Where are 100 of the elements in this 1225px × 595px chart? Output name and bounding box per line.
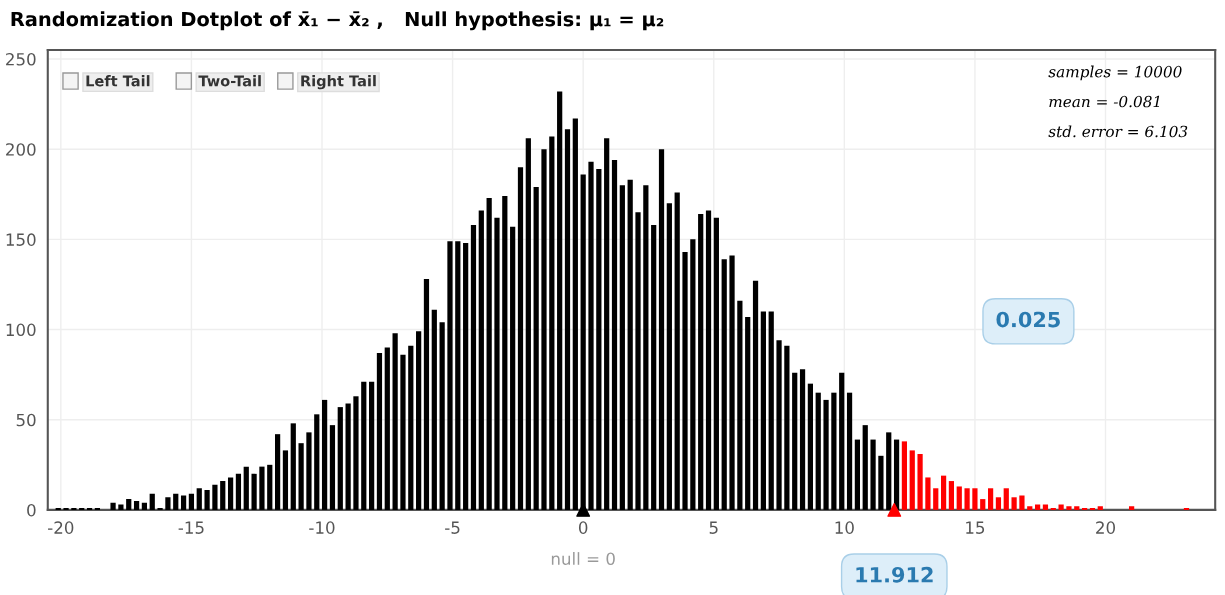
bar xyxy=(165,497,171,510)
annotation: std. error = 6.103 xyxy=(1048,125,1188,138)
bar xyxy=(533,187,539,510)
bar xyxy=(220,481,226,510)
x-tick-label: 10 xyxy=(835,521,854,534)
y-tick-label: 200 xyxy=(6,143,36,156)
bar xyxy=(212,484,218,510)
bar xyxy=(517,167,524,510)
bar xyxy=(760,311,766,510)
bar xyxy=(823,399,829,510)
bar xyxy=(745,316,751,510)
bar xyxy=(439,322,445,510)
bar xyxy=(416,331,422,510)
bar xyxy=(400,354,406,510)
bar xyxy=(251,473,257,510)
annotation: null = 0 xyxy=(551,552,615,566)
bar xyxy=(815,392,821,510)
bar xyxy=(776,340,782,510)
bar xyxy=(243,466,249,510)
bar xyxy=(651,224,657,510)
bar xyxy=(839,372,845,510)
bar xyxy=(933,488,939,510)
bar xyxy=(807,383,813,510)
bar xyxy=(510,226,516,510)
y-tick-label: 100 xyxy=(6,323,36,337)
bar xyxy=(956,486,962,510)
bar xyxy=(463,242,469,510)
bar xyxy=(611,160,618,510)
bar xyxy=(658,149,665,510)
x-tick-label: -20 xyxy=(48,521,74,534)
bar xyxy=(995,497,1002,510)
x-tick-label: -15 xyxy=(178,521,204,534)
bar xyxy=(752,280,759,510)
bar xyxy=(267,464,273,510)
annotation: samples = 10000 xyxy=(1048,65,1182,81)
bar xyxy=(423,279,430,510)
bar xyxy=(886,432,892,510)
bar xyxy=(1011,497,1017,510)
bar xyxy=(878,455,884,510)
bar xyxy=(298,443,304,510)
bar xyxy=(729,255,735,510)
bar xyxy=(1066,506,1072,510)
bar xyxy=(376,353,383,510)
bar xyxy=(141,502,148,510)
bar xyxy=(792,372,798,510)
bar xyxy=(627,179,633,510)
bar xyxy=(705,210,712,510)
bar xyxy=(1129,506,1135,510)
bar xyxy=(235,473,242,510)
bar xyxy=(604,138,610,510)
bar xyxy=(925,477,931,510)
bar xyxy=(345,403,351,510)
bar xyxy=(188,493,195,510)
bar xyxy=(1058,504,1064,510)
x-tick-label: -5 xyxy=(445,521,460,534)
bar xyxy=(698,214,704,510)
bar xyxy=(948,481,955,510)
bar xyxy=(972,488,978,510)
bar xyxy=(564,129,571,510)
bar xyxy=(862,425,868,510)
annotation: mean = -0.081 xyxy=(1049,95,1160,108)
bar xyxy=(846,392,853,510)
bar xyxy=(987,488,994,510)
bar xyxy=(361,381,367,510)
bar xyxy=(1003,488,1009,510)
bar xyxy=(408,345,414,510)
annotation: Right Tail xyxy=(301,75,376,90)
bar xyxy=(557,91,563,510)
bar xyxy=(643,185,649,510)
bar xyxy=(713,217,719,510)
bar xyxy=(329,425,336,510)
bar xyxy=(227,477,234,510)
bar xyxy=(447,241,453,510)
bar xyxy=(690,239,696,510)
x-tick-label: 20 xyxy=(1096,521,1116,534)
bar xyxy=(1074,506,1080,510)
bar xyxy=(259,466,265,510)
bar xyxy=(369,381,375,510)
bar xyxy=(901,441,908,510)
annotation: 0.025 xyxy=(996,311,1060,328)
bar xyxy=(525,138,531,510)
bar xyxy=(635,212,641,510)
bar xyxy=(337,407,343,510)
bar xyxy=(180,495,187,510)
bar xyxy=(541,149,547,510)
bar xyxy=(392,333,398,510)
y-tick-label: 150 xyxy=(6,233,36,246)
bar xyxy=(274,434,281,510)
bar xyxy=(909,450,915,510)
bar xyxy=(596,169,602,510)
bar xyxy=(149,493,155,510)
annotation: Left Tail xyxy=(86,75,150,87)
bar xyxy=(799,369,806,510)
bar xyxy=(831,392,837,510)
bar xyxy=(940,475,947,510)
bar xyxy=(173,493,179,510)
bar xyxy=(502,196,508,510)
annotation: 11.912 xyxy=(856,566,933,583)
bar xyxy=(721,259,727,510)
bar xyxy=(470,224,477,510)
